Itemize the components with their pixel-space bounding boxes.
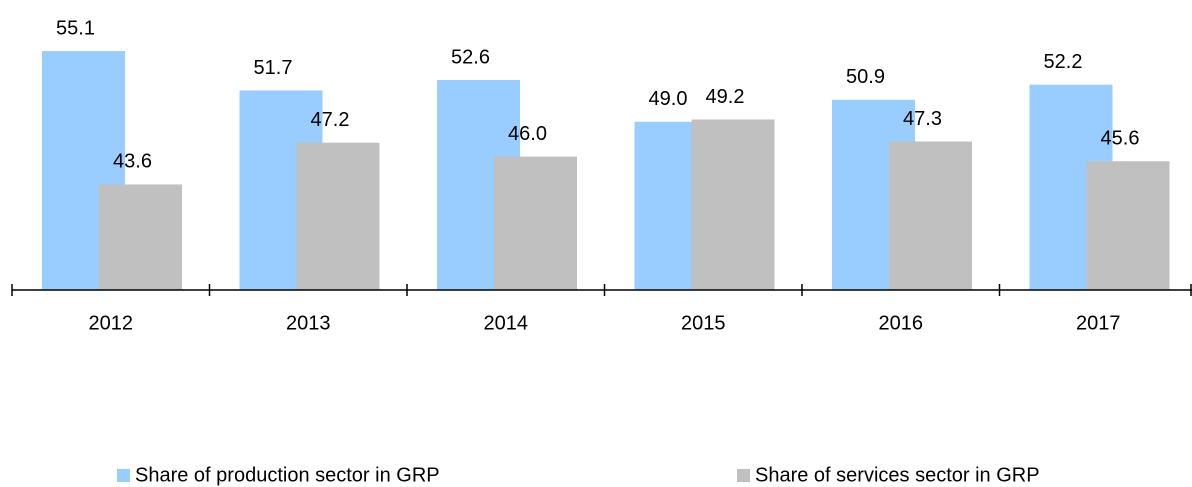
- x-tick-label: 2017: [1076, 312, 1121, 334]
- value-label: 52.6: [451, 46, 490, 68]
- value-label: 47.3: [903, 108, 942, 130]
- x-tick-label: 2012: [89, 312, 134, 334]
- legend-swatch: [737, 469, 750, 482]
- value-label: 43.6: [113, 151, 152, 173]
- legend-label: Share of production sector in GRP: [135, 464, 440, 486]
- value-label: 45.6: [1101, 128, 1140, 150]
- bar: [889, 141, 972, 290]
- value-label: 55.1: [56, 17, 95, 39]
- bar: [296, 142, 380, 290]
- x-tick-label: 2014: [484, 312, 529, 334]
- bar: [1086, 161, 1170, 290]
- bar: [691, 119, 775, 290]
- value-label: 47.2: [311, 109, 350, 131]
- value-label: 50.9: [846, 66, 885, 88]
- value-label: 51.7: [254, 57, 293, 79]
- bar: [99, 184, 182, 290]
- x-tick-label: 2013: [286, 312, 331, 334]
- value-label: 52.2: [1044, 51, 1083, 73]
- legend-swatch: [117, 469, 130, 482]
- x-tick-label: 2015: [681, 312, 726, 334]
- legend-label: Share of services sector in GRP: [755, 464, 1040, 486]
- bar: [494, 156, 577, 290]
- value-label: 49.0: [649, 88, 688, 110]
- value-label: 46.0: [508, 123, 547, 145]
- x-tick-label: 2016: [879, 312, 924, 334]
- value-label: 49.2: [706, 86, 745, 108]
